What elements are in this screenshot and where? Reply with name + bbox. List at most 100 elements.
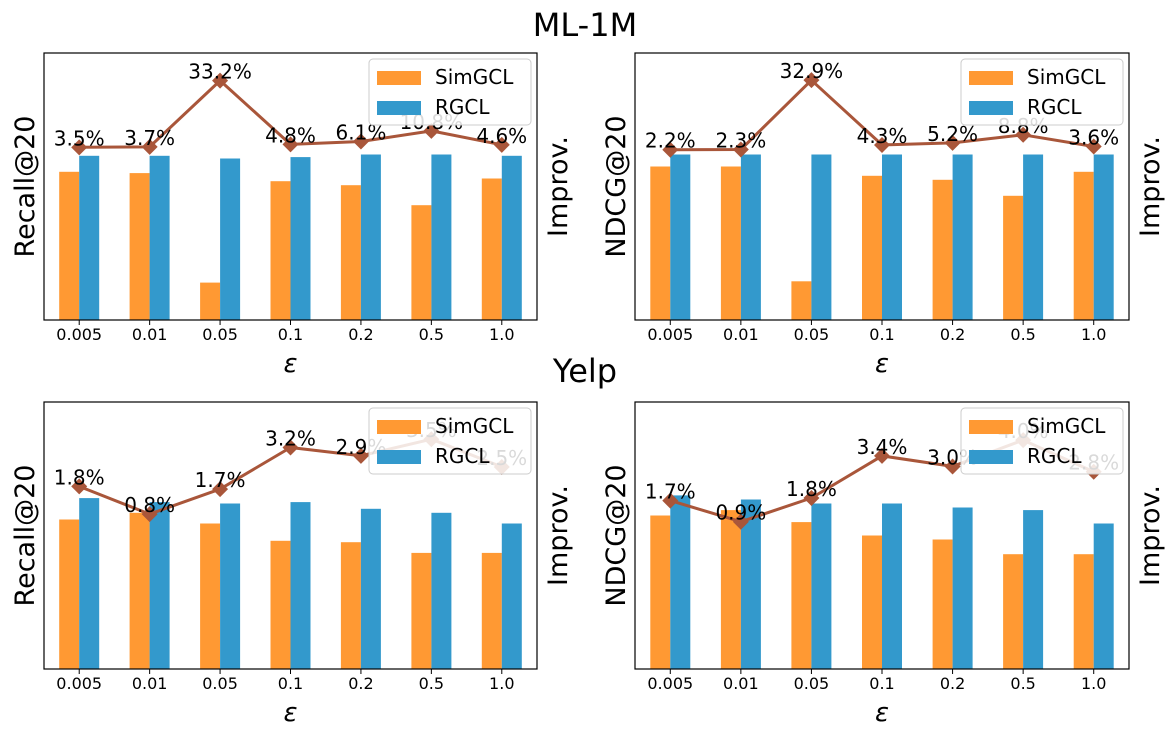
bar-rgcl-1.0 (1093, 523, 1114, 669)
x-tick-label-0.1: 0.1 (869, 674, 894, 693)
improvement-marker-0.1 (282, 136, 299, 153)
bar-simgcl-0.01 (720, 510, 741, 669)
x-tick-label-0.2: 0.2 (348, 325, 373, 344)
legend: SimGCL RGCL (368, 407, 532, 475)
y2-axis-label: Improv. (543, 485, 574, 586)
legend-label-rgcl: RGCL (435, 95, 490, 119)
legend-label-rgcl: RGCL (1027, 444, 1082, 468)
x-tick-label-0.2: 0.2 (348, 674, 373, 693)
bar-simgcl-1.0 (481, 178, 502, 320)
bar-simgcl-0.2 (340, 542, 361, 669)
improvement-label-0.05: 32.9% (780, 59, 844, 83)
bar-simgcl-1.0 (481, 552, 502, 669)
improvement-marker-0.05 (212, 481, 229, 498)
bar-rgcl-0.2 (952, 154, 973, 320)
bar-rgcl-0.2 (360, 508, 381, 669)
improvement-label-0.05: 1.7% (195, 468, 246, 492)
bar-simgcl-0.05 (791, 281, 812, 320)
improvement-label-0.05: 1.8% (786, 477, 837, 501)
improvement-label-0.005: 3.5% (54, 126, 105, 150)
x-tick-label-0.01: 0.01 (723, 325, 759, 344)
y-axis-label: NDCG@20 (601, 464, 632, 606)
bar-simgcl-0.01 (129, 173, 150, 320)
x-tick-label-0.05: 0.05 (794, 674, 830, 693)
x-tick-label-0.1: 0.1 (869, 325, 894, 344)
improvement-marker-0.01 (141, 138, 158, 155)
x-tick-label-0.01: 0.01 (132, 674, 168, 693)
bar-simgcl-1.0 (1073, 171, 1094, 320)
x-tick-label-0.05: 0.05 (794, 325, 830, 344)
bar-rgcl-0.01 (149, 502, 170, 669)
bar-rgcl-0.1 (290, 502, 311, 669)
improvement-label-1.0: 4.6% (476, 124, 527, 148)
bar-simgcl-0.005 (59, 171, 80, 320)
y2-axis-label: Improv. (1135, 136, 1166, 237)
bar-simgcl-0.1 (862, 175, 882, 320)
improvement-label-0.01: 0.8% (124, 493, 175, 517)
x-tick-label-1.0: 1.0 (1081, 674, 1106, 693)
improvement-label-0.01: 2.3% (715, 129, 766, 153)
bar-simgcl-0.1 (270, 181, 291, 320)
legend-swatch-simgcl (377, 420, 421, 434)
legend-label-simgcl: SimGCL (1027, 414, 1106, 438)
x-tick-label-0.005: 0.005 (56, 674, 102, 693)
x-axis-label: ε (283, 349, 297, 379)
bar-simgcl-0.05 (200, 282, 221, 320)
bar-rgcl-1.0 (501, 523, 522, 669)
y2-axis-label: Improv. (543, 136, 574, 237)
bar-rgcl-0.5 (431, 512, 452, 669)
improvement-marker-0.005 (71, 139, 88, 156)
bar-rgcl-0.005 (670, 154, 691, 320)
improvement-marker-0.2 (944, 458, 961, 475)
improvement-marker-0.5 (423, 122, 440, 139)
bar-rgcl-0.005 (79, 498, 100, 669)
legend-label-rgcl: RGCL (435, 444, 490, 468)
x-tick-label-0.5: 0.5 (419, 674, 444, 693)
bar-rgcl-0.1 (290, 157, 311, 320)
bar-simgcl-0.2 (932, 539, 953, 669)
x-tick-label-0.2: 0.2 (940, 674, 965, 693)
legend: SimGCL RGCL (960, 407, 1124, 475)
legend-swatch-rgcl (969, 101, 1013, 115)
improvement-marker-0.2 (352, 133, 369, 150)
x-tick-label-0.005: 0.005 (647, 325, 693, 344)
x-tick-label-0.5: 0.5 (419, 325, 444, 344)
legend: SimGCL RGCL (960, 58, 1124, 126)
x-tick-label-1.0: 1.0 (1081, 325, 1106, 344)
legend-swatch-simgcl (969, 420, 1013, 434)
x-tick-label-0.2: 0.2 (940, 325, 965, 344)
y-axis-label: Recall@20 (10, 465, 41, 607)
x-tick-label-0.1: 0.1 (278, 325, 303, 344)
improvement-label-1.0: 3.6% (1068, 126, 1119, 150)
bar-rgcl-0.01 (740, 154, 761, 320)
x-axis-label: ε (875, 698, 889, 728)
improvement-label-0.005: 1.7% (645, 480, 696, 504)
improvement-marker-0.005 (662, 492, 679, 509)
improvement-marker-0.2 (944, 134, 961, 151)
bar-simgcl-0.2 (932, 179, 953, 320)
x-axis-label: ε (875, 349, 889, 379)
x-tick-label-0.005: 0.005 (647, 674, 693, 693)
bar-rgcl-0.1 (882, 154, 902, 320)
improvement-label-0.01: 3.7% (124, 126, 175, 150)
bar-rgcl-0.2 (952, 507, 973, 669)
bar-rgcl-0.01 (740, 499, 761, 669)
bar-rgcl-0.05 (220, 158, 241, 320)
x-tick-label-1.0: 1.0 (489, 325, 514, 344)
legend: SimGCL RGCL (368, 58, 532, 126)
bar-simgcl-0.5 (411, 205, 432, 320)
bar-simgcl-0.005 (650, 166, 671, 320)
improvement-marker-0.01 (141, 506, 158, 523)
bar-rgcl-0.5 (431, 154, 452, 320)
improvement-label-0.1: 3.4% (857, 435, 908, 459)
improvement-marker-0.01 (732, 513, 749, 530)
y-axis-label: Recall@20 (10, 116, 41, 258)
bar-rgcl-0.2 (360, 154, 381, 320)
bar-simgcl-0.005 (650, 515, 671, 669)
improvement-marker-0.05 (803, 490, 820, 507)
bar-rgcl-0.5 (1023, 154, 1044, 320)
bar-rgcl-0.005 (670, 495, 691, 669)
improvement-marker-0.005 (71, 478, 88, 495)
panel-ml1m-ndcg: 2.2% 2.3%32.9%4.3% 5.2% 8.8% 3.6%0.005 0.01 0.… (601, 52, 1166, 379)
